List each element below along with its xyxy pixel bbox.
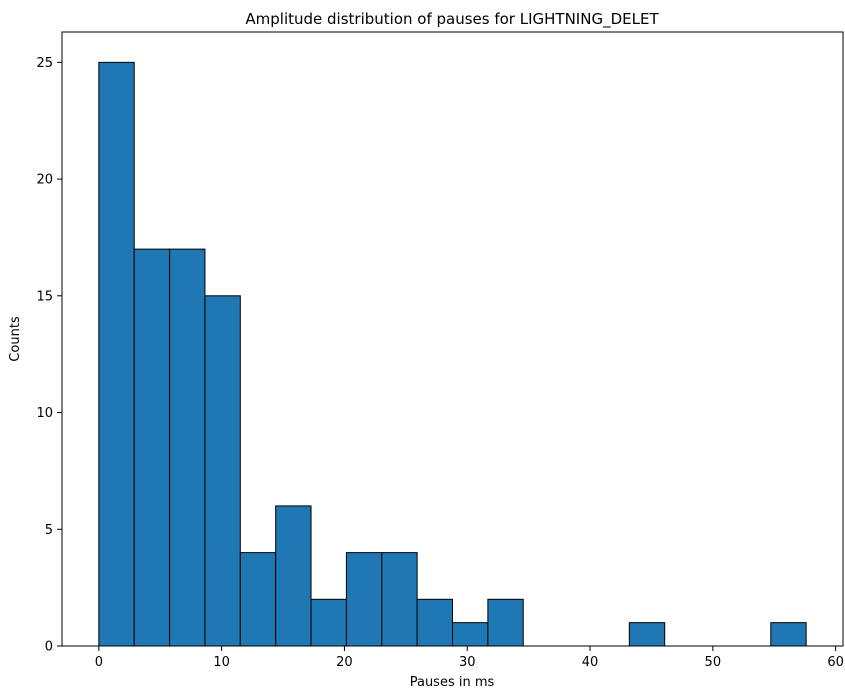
y-tick-label: 10 bbox=[36, 406, 53, 421]
x-axis-title: Pauses in ms bbox=[410, 675, 495, 690]
x-tick-label: 40 bbox=[582, 655, 599, 670]
x-tick-label: 20 bbox=[336, 655, 353, 670]
histogram-bar bbox=[381, 552, 418, 647]
x-tick-label: 10 bbox=[213, 655, 230, 670]
histogram-bar bbox=[416, 598, 454, 647]
bars-group bbox=[98, 61, 807, 647]
histogram-bar bbox=[345, 552, 383, 647]
x-tick-label: 30 bbox=[459, 655, 476, 670]
chart-title: Amplitude distribution of pauses for LIG… bbox=[245, 10, 659, 29]
histogram-bar bbox=[133, 248, 171, 647]
x-axis: 0 10 20 30 40 50 60 bbox=[95, 646, 844, 670]
y-tick-label: 25 bbox=[36, 56, 53, 71]
histogram-bar bbox=[98, 61, 135, 647]
y-axis-title: Counts bbox=[8, 316, 23, 362]
histogram-bar bbox=[487, 598, 524, 647]
y-tick-label: 0 bbox=[45, 640, 53, 655]
histogram-bar bbox=[275, 505, 312, 647]
plot-frame bbox=[61, 31, 844, 647]
histogram-bar bbox=[239, 552, 277, 647]
histogram-bar bbox=[310, 598, 347, 647]
histogram-bar bbox=[169, 248, 206, 647]
y-axis: 0 5 10 15 20 25 bbox=[36, 56, 62, 655]
histogram-bar bbox=[770, 622, 807, 647]
histogram-bar bbox=[452, 622, 489, 647]
x-tick-label: 60 bbox=[827, 655, 844, 670]
x-tick-label: 50 bbox=[705, 655, 722, 670]
y-tick-label: 20 bbox=[36, 173, 53, 188]
y-tick-label: 15 bbox=[36, 289, 53, 304]
histogram-bar bbox=[204, 295, 241, 647]
x-tick-label: 0 bbox=[95, 655, 103, 670]
y-tick-label: 5 bbox=[45, 523, 53, 538]
histogram-bar bbox=[628, 622, 666, 647]
